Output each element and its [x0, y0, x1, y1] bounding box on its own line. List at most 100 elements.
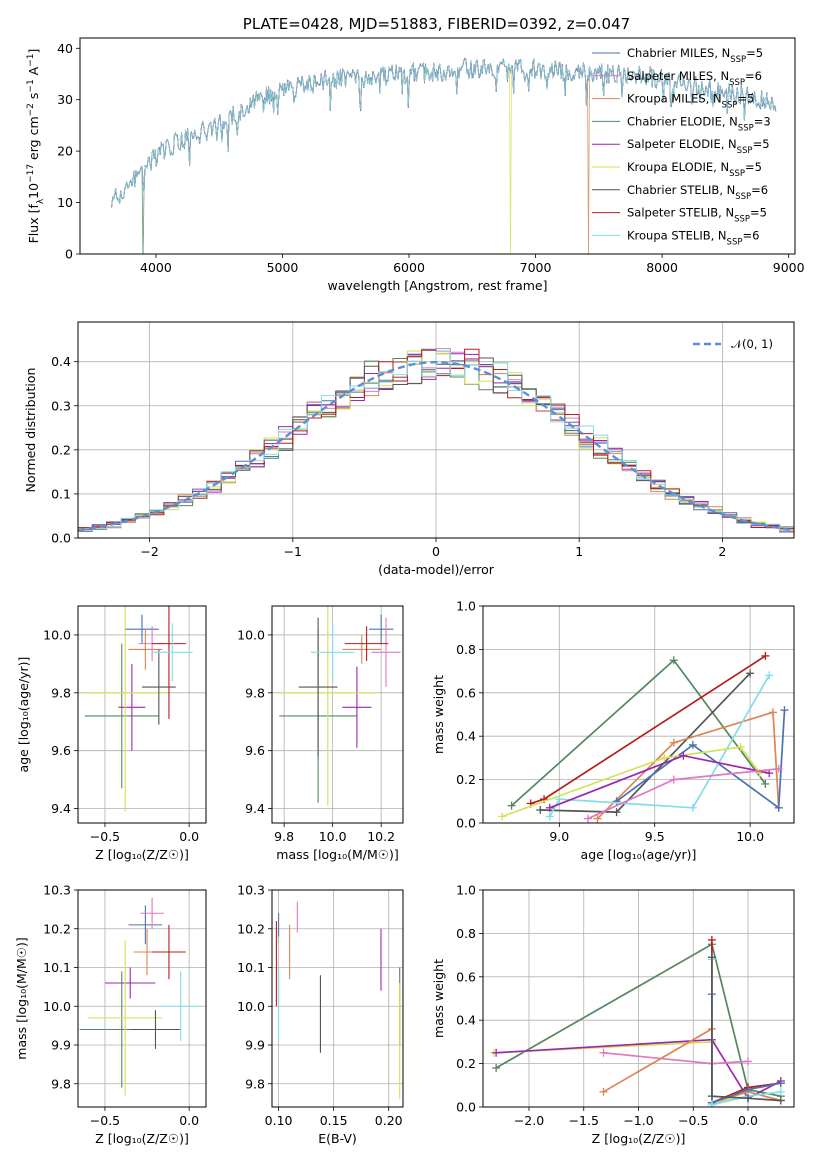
legend-count: =5 [737, 92, 754, 106]
y-axis-label-part: −17 [26, 164, 36, 183]
legend-sub: SSP [737, 146, 753, 156]
y-tick-label: 0.4 [456, 729, 476, 744]
legend-sub: SSP [738, 123, 754, 133]
y-tick-label: 9.9 [245, 1038, 265, 1053]
y-tick-label: 10.2 [43, 921, 71, 936]
y-axis-label-part: λ [36, 198, 46, 204]
x-axis-label: Z [log₁₀(Z/Z☉)] [95, 847, 189, 862]
x-tick-label: 9000 [773, 260, 805, 275]
x-tick-label: −0.5 [90, 1113, 120, 1128]
weight-line [711, 957, 781, 1102]
y-tick-label: 30 [57, 92, 73, 107]
y-tick-label: 0.2 [456, 1056, 476, 1071]
y-tick-label: 10.2 [237, 921, 265, 936]
y-tick-label: 9.4 [51, 801, 71, 816]
y-axis-label-part: 10 [26, 183, 41, 199]
x-tick-label: −2.0 [514, 1113, 544, 1128]
y-tick-label: 40 [57, 41, 73, 56]
mass-vs-ebv-panel: 0.10 0.15 0.20 9.8 9.9 10.0 10.1 10.2 10.3 E(B-V) [237, 883, 404, 1146]
y-axis-label-part: A [26, 66, 41, 79]
plot-area [83, 606, 193, 812]
y-axis-label-part: ] [26, 49, 41, 54]
y-tick-label: 0.6 [456, 969, 476, 984]
plot-area [279, 606, 401, 806]
legend-sub: SSP [735, 192, 751, 202]
age-vs-mass-panel: 9.8 10.0 10.2 9.4 9.6 9.8 10.0 mass [log₁₀(M/M☉… [237, 605, 404, 862]
y-axis-label: Flux [fλ10−17 erg cm−2 s−1 A−1] [26, 49, 46, 244]
legend-name: Kroupa STELIB, N [627, 228, 727, 242]
x-tick-label: 7000 [520, 260, 552, 275]
x-tick-label: 4000 [140, 260, 172, 275]
legend-sub: SSP [722, 101, 738, 111]
weight-line [496, 1038, 782, 1100]
x-tick-label: 2 [718, 544, 726, 559]
weight-line [501, 746, 761, 818]
spectrum-line [111, 59, 777, 208]
legend-sub: SSP [729, 169, 745, 179]
y-tick-label: 9.8 [245, 685, 265, 700]
x-tick-label: −1.5 [569, 1113, 599, 1128]
legend-name: Chabrier STELIB, N [627, 183, 735, 197]
weight-line [511, 659, 767, 807]
x-tick-label: 9.8 [274, 829, 294, 844]
y-tick-label: 20 [57, 144, 73, 159]
y-tick-label: 0.2 [51, 442, 71, 457]
legend-entry: Kroupa STELIB, NSSP=6 [627, 228, 759, 247]
y-tick-label: 0.2 [456, 772, 476, 787]
x-tick-label: 5000 [267, 260, 299, 275]
y-tick-label: 0.6 [456, 685, 476, 700]
y-tick-label: 10.1 [237, 960, 265, 975]
x-tick-label: 0 [432, 544, 440, 559]
y-axis-label-part: erg cm [26, 116, 41, 164]
x-axis-label: Z [log₁₀(Z/Z☉)] [95, 1131, 189, 1146]
plot-area [498, 651, 789, 823]
x-tick-label: 10.0 [319, 829, 347, 844]
y-tick-label: 10.0 [237, 627, 265, 642]
legend-entry: Salpeter ELODIE, NSSP=5 [627, 137, 770, 156]
legend-count: =6 [751, 183, 768, 197]
x-tick-label: −0.5 [90, 829, 120, 844]
y-axis-label-part: Flux [f [26, 204, 41, 244]
axes-frame [79, 37, 796, 255]
x-tick-label: 1 [575, 544, 583, 559]
y-tick-label: 0.0 [51, 531, 71, 546]
age-vs-metallicity-panel: −0.5 0.0 9.4 9.6 9.8 10.0 Z [log₁₀(Z/Z☉)] age [… [16, 605, 207, 862]
y-axis-label: Normed distribution [23, 368, 38, 493]
x-axis-label: Z [log₁₀(Z/Z☉)] [592, 1131, 686, 1146]
x-tick-label: −2 [140, 544, 158, 559]
y-tick-label: 9.8 [51, 1076, 71, 1091]
y-tick-label: 10.3 [237, 883, 265, 898]
legend-entry: 𝒩(0, 1) [731, 337, 773, 351]
legend-name: Kroupa MILES, N [627, 92, 722, 106]
x-axis-label: age [log₁₀(age/yr)] [581, 847, 697, 862]
y-tick-label: 0.1 [51, 486, 71, 501]
y-tick-label: 10 [57, 195, 73, 210]
legend-entry: Chabrier STELIB, NSSP=6 [627, 183, 768, 202]
x-tick-label: 10.2 [367, 829, 395, 844]
y-tick-label: 10.0 [43, 999, 71, 1014]
x-axis-label: wavelength [Angstrom, rest frame] [327, 278, 547, 293]
y-tick-label: 9.4 [245, 801, 265, 816]
legend-entry: Salpeter MILES, NSSP=6 [627, 69, 762, 88]
legend-name: Salpeter MILES, N [627, 69, 729, 83]
y-axis-label: mass [log₁₀(M/M☉)] [14, 937, 29, 1059]
y-axis-label-part: −1 [26, 79, 36, 92]
y-tick-label: 0.3 [51, 398, 71, 413]
x-tick-label: −0.5 [678, 1113, 708, 1128]
y-tick-label: 1.0 [456, 599, 476, 614]
normal-reference-curve [78, 360, 794, 532]
y-axis-label-part: −1 [26, 54, 36, 67]
legend-entry: Salpeter STELIB, NSSP=5 [627, 206, 767, 225]
legend-sub: SSP [729, 78, 745, 88]
y-tick-label: 9.6 [51, 743, 71, 758]
y-tick-label: 10.1 [43, 960, 71, 975]
weight-vs-metallicity-panel: −2.0 −1.5 −1.0 −0.5 0.0 0.0 0.2 0.4 0.6 0.8 1.0 Z [… [431, 883, 795, 1146]
legend-name: Salpeter ELODIE, N [627, 137, 737, 151]
x-tick-label: 0.0 [179, 1113, 199, 1128]
legend-name: Kroupa ELODIE, N [627, 160, 729, 174]
axes-frame [271, 889, 404, 1108]
axes-frame [482, 605, 795, 824]
y-tick-label: 10.0 [237, 999, 265, 1014]
spectrum-panel: 4000 5000 6000 7000 8000 9000 0 10 20 30 40 wavelen… [26, 37, 805, 293]
